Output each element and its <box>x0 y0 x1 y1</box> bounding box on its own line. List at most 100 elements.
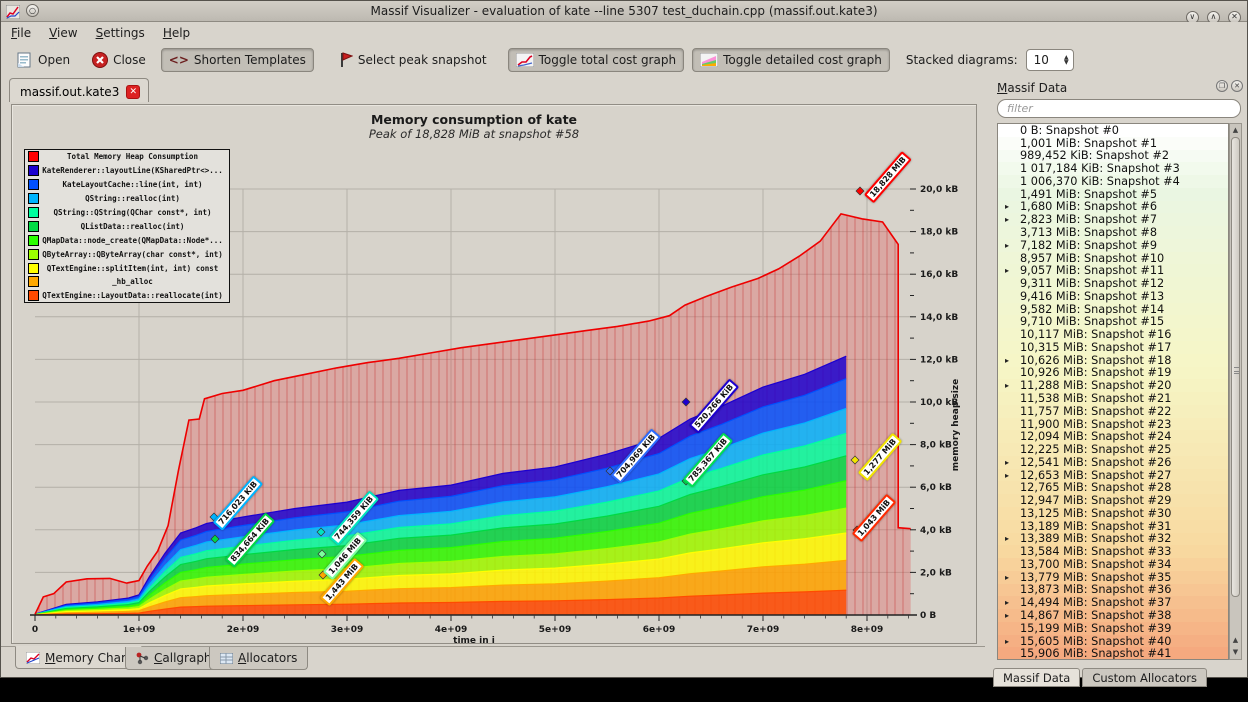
snapshot-item[interactable]: 15,906 MiB: Snapshot #41 <box>998 647 1228 659</box>
snapshot-item[interactable]: ▸ 11,288 MiB: Snapshot #20 <box>998 379 1228 392</box>
snapshot-item[interactable]: ▸ 10,626 MiB: Snapshot #18 <box>998 354 1228 367</box>
close-button[interactable]: Close <box>85 48 153 72</box>
snapshot-item[interactable]: ▸ 12,541 MiB: Snapshot #26 <box>998 456 1228 469</box>
snapshot-item[interactable]: 9,416 MiB: Snapshot #13 <box>998 290 1228 303</box>
expand-arrow-icon[interactable]: ▸ <box>1005 598 1010 608</box>
snapshot-item[interactable]: 1 017,184 KiB: Snapshot #3 <box>998 162 1228 175</box>
expand-arrow-icon[interactable]: ▸ <box>1005 457 1010 467</box>
snapshot-item[interactable]: 13,584 MiB: Snapshot #33 <box>998 545 1228 558</box>
snapshot-item[interactable]: 11,900 MiB: Snapshot #23 <box>998 418 1228 431</box>
scroll-up2-icon[interactable]: ▲ <box>1232 636 1239 644</box>
snapshot-item-label: 15,605 MiB: Snapshot #40 <box>1020 634 1172 648</box>
snapshot-item[interactable]: 0 B: Snapshot #0 <box>998 124 1228 137</box>
snapshot-item[interactable]: 1 006,370 KiB: Snapshot #4 <box>998 175 1228 188</box>
open-button[interactable]: Open <box>9 48 77 72</box>
snapshot-item[interactable]: 15,199 MiB: Snapshot #39 <box>998 622 1228 635</box>
snapshot-item[interactable]: ▸ 15,605 MiB: Snapshot #40 <box>998 635 1228 648</box>
x-tick-label: 4e+09 <box>435 625 467 635</box>
dock-close-icon[interactable]: ✕ <box>1231 80 1243 92</box>
snapshot-item[interactable]: 1,491 MiB: Snapshot #5 <box>998 188 1228 201</box>
window-menu-button[interactable]: ○ <box>26 4 39 17</box>
snapshot-item[interactable]: 13,125 MiB: Snapshot #30 <box>998 507 1228 520</box>
expand-arrow-icon[interactable]: ▸ <box>1005 240 1010 250</box>
snapshot-item[interactable]: ▸ 7,182 MiB: Snapshot #9 <box>998 239 1228 252</box>
chart-title: Memory consumption of kate <box>370 112 578 127</box>
snapshot-item[interactable]: ▸ 13,389 MiB: Snapshot #32 <box>998 532 1228 545</box>
select-peak-snapshot-button[interactable]: Select peak snapshot <box>332 48 494 72</box>
expand-arrow-icon[interactable]: ▸ <box>1005 636 1010 646</box>
y-tick-label: 2,0 kB <box>920 568 952 578</box>
tab-callgraph[interactable]: Callgraph <box>125 647 223 670</box>
menubar: File View Settings Help <box>1 22 1247 43</box>
tab-memory-chart[interactable]: Memory Chart <box>15 646 142 669</box>
snapshot-item[interactable]: 12,225 MiB: Snapshot #25 <box>998 443 1228 456</box>
snapshot-item[interactable]: 12,765 MiB: Snapshot #28 <box>998 481 1228 494</box>
snapshot-item[interactable]: ▸ 9,057 MiB: Snapshot #11 <box>998 264 1228 277</box>
snapshot-list-scrollbar[interactable]: ▲ ▲ ▼ <box>1229 123 1242 660</box>
snapshot-item[interactable]: 989,452 KiB: Snapshot #2 <box>998 149 1228 162</box>
snapshot-item[interactable]: 13,189 MiB: Snapshot #31 <box>998 520 1228 533</box>
menu-view[interactable]: View <box>49 25 78 40</box>
snapshot-item[interactable]: 10,315 MiB: Snapshot #17 <box>998 341 1228 354</box>
snapshot-item[interactable]: 3,713 MiB: Snapshot #8 <box>998 226 1228 239</box>
spinner-arrows-icon[interactable]: ▲ ▼ <box>1064 54 1069 66</box>
legend-swatch <box>28 262 39 274</box>
snapshot-item[interactable]: 8,957 MiB: Snapshot #10 <box>998 252 1228 265</box>
expand-arrow-icon[interactable]: ▸ <box>1005 572 1010 582</box>
callgraph-icon <box>136 652 149 665</box>
snapshot-item[interactable]: 13,873 MiB: Snapshot #36 <box>998 583 1228 596</box>
expand-arrow-icon[interactable]: ▸ <box>1005 610 1010 620</box>
toggle-detailed-cost-button[interactable]: Toggle detailed cost graph <box>692 48 890 72</box>
snapshot-item[interactable]: 13,700 MiB: Snapshot #34 <box>998 558 1228 571</box>
document-tab[interactable]: massif.out.kate3 ✕ <box>9 78 150 102</box>
snapshot-item[interactable]: 12,947 MiB: Snapshot #29 <box>998 494 1228 507</box>
shorten-templates-button[interactable]: <> Shorten Templates <box>160 48 314 72</box>
snapshot-item[interactable]: ▸ 14,867 MiB: Snapshot #38 <box>998 609 1228 622</box>
snapshot-item[interactable]: 10,117 MiB: Snapshot #16 <box>998 328 1228 341</box>
snapshot-item[interactable]: 10,926 MiB: Snapshot #19 <box>998 366 1228 379</box>
peak-marker <box>317 549 327 559</box>
expand-arrow-icon[interactable]: ▸ <box>1005 381 1010 391</box>
tab-massif-data[interactable]: Massif Data <box>993 668 1081 687</box>
menu-help[interactable]: Help <box>162 25 191 40</box>
legend-swatch <box>28 207 39 218</box>
y-tick-label: 0 B <box>920 611 936 621</box>
tab-allocators[interactable]: Allocators <box>209 647 309 670</box>
titlebar[interactable]: ○ Massif Visualizer - evaluation of kate… <box>1 1 1247 24</box>
snapshot-item[interactable]: 11,538 MiB: Snapshot #21 <box>998 392 1228 405</box>
tab-close-icon[interactable]: ✕ <box>126 85 141 99</box>
snapshot-item[interactable]: ▸ 2,823 MiB: Snapshot #7 <box>998 213 1228 226</box>
snapshot-item-label: 14,494 MiB: Snapshot #37 <box>1020 596 1172 610</box>
menu-file[interactable]: File <box>11 25 32 40</box>
stacked-diagrams-stepper[interactable]: 10 ▲ ▼ <box>1025 49 1074 71</box>
menu-settings[interactable]: Settings <box>95 25 145 40</box>
scrollbar-handle[interactable] <box>1231 137 1240 597</box>
snapshot-item[interactable]: ▸ 14,494 MiB: Snapshot #37 <box>998 596 1228 609</box>
snapshot-item[interactable]: 1,001 MiB: Snapshot #1 <box>998 137 1228 150</box>
tab-custom-allocators[interactable]: Custom Allocators <box>1082 668 1207 687</box>
expand-arrow-icon[interactable]: ▸ <box>1005 470 1010 480</box>
snapshot-item[interactable]: ▸ 13,779 MiB: Snapshot #35 <box>998 571 1228 584</box>
band-outline <box>34 455 847 616</box>
snapshot-item[interactable]: 9,582 MiB: Snapshot #14 <box>998 303 1228 316</box>
expand-arrow-icon[interactable]: ▸ <box>1005 202 1010 212</box>
snapshot-item[interactable]: ▸ 1,680 MiB: Snapshot #6 <box>998 200 1228 213</box>
snapshot-item-label: 9,710 MiB: Snapshot #15 <box>1020 315 1165 329</box>
filter-input[interactable] <box>997 99 1241 118</box>
snapshot-item[interactable]: 9,710 MiB: Snapshot #15 <box>998 315 1228 328</box>
toggle-total-cost-button[interactable]: Toggle total cost graph <box>507 48 685 72</box>
memory-chart[interactable]: 0 1e+09 2e+09 3e+09 4e+09 5e+09 6e+09 7e+09 8e+0… <box>12 105 978 645</box>
scroll-down-icon[interactable]: ▼ <box>1232 648 1239 656</box>
snapshot-item[interactable]: 11,757 MiB: Snapshot #22 <box>998 405 1228 418</box>
snapshot-item-label: 10,117 MiB: Snapshot #16 <box>1020 328 1172 342</box>
expand-arrow-icon[interactable]: ▸ <box>1005 266 1010 276</box>
dock-float-icon[interactable]: ❐ <box>1216 80 1228 92</box>
snapshot-item[interactable]: 12,094 MiB: Snapshot #24 <box>998 430 1228 443</box>
snapshot-item[interactable]: ▸ 12,653 MiB: Snapshot #27 <box>998 469 1228 482</box>
snapshot-item[interactable]: 9,311 MiB: Snapshot #12 <box>998 277 1228 290</box>
expand-arrow-icon[interactable]: ▸ <box>1005 534 1010 544</box>
scroll-up-icon[interactable]: ▲ <box>1232 126 1239 134</box>
snapshot-item-label: 12,947 MiB: Snapshot #29 <box>1020 494 1172 508</box>
expand-arrow-icon[interactable]: ▸ <box>1005 215 1010 225</box>
expand-arrow-icon[interactable]: ▸ <box>1005 355 1010 365</box>
